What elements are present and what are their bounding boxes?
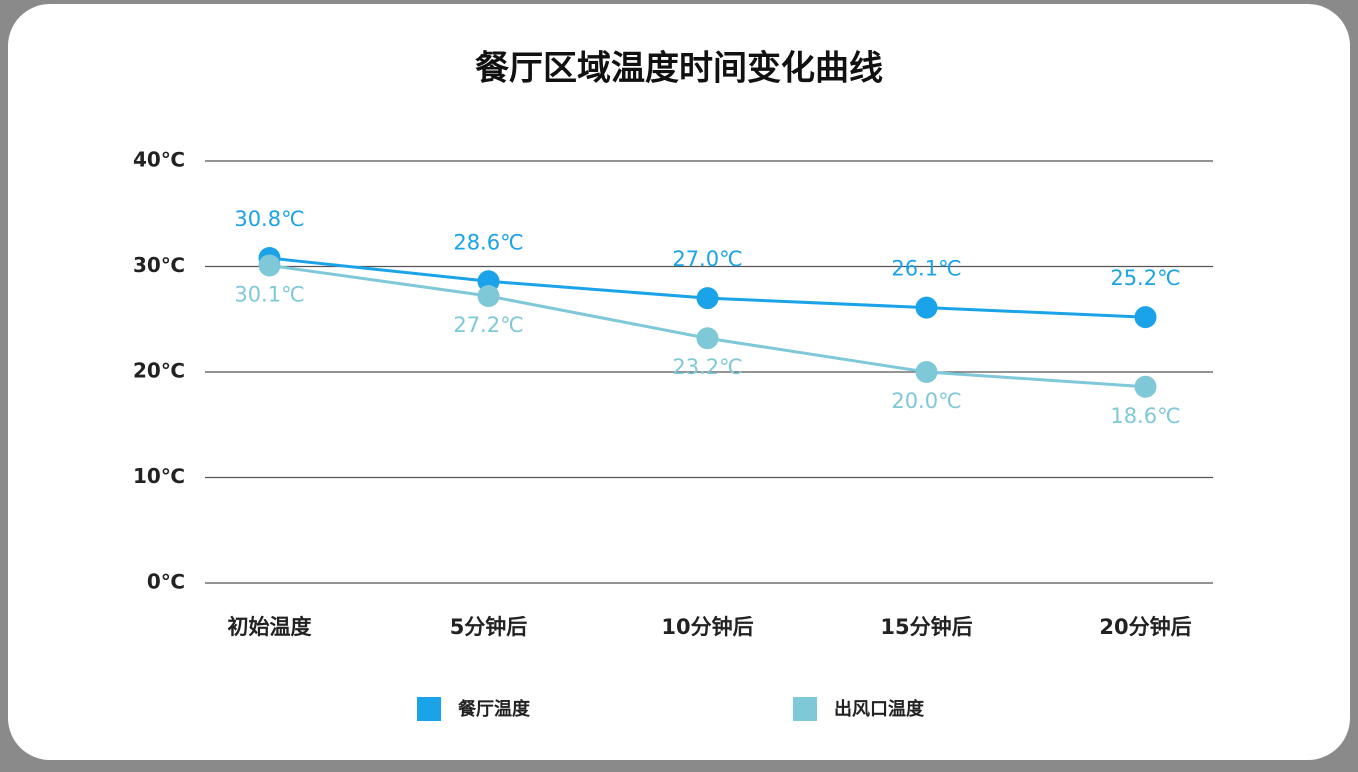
data-label: 23.2℃ <box>672 355 742 379</box>
data-point <box>696 287 719 310</box>
data-point <box>915 296 938 319</box>
data-point <box>1134 375 1157 398</box>
y-tick-label: 40℃ <box>133 148 185 172</box>
data-point <box>915 361 938 383</box>
data-point <box>1134 306 1157 329</box>
legend-swatch <box>417 697 441 721</box>
legend-label: 出风口温度 <box>834 698 925 720</box>
chart-title: 餐厅区域温度时间变化曲线 <box>475 49 883 89</box>
data-label: 18.6℃ <box>1110 404 1180 428</box>
data-point <box>258 254 281 277</box>
data-label: 28.6℃ <box>453 230 523 254</box>
legend-swatch <box>793 697 817 721</box>
data-point <box>477 285 500 308</box>
y-tick-label: 10℃ <box>133 464 185 488</box>
legend-label: 餐厅温度 <box>457 698 531 720</box>
x-tick-label: 20分钟后 <box>1099 615 1191 639</box>
data-label: 20.0℃ <box>891 389 961 413</box>
x-tick-label: 5分钟后 <box>450 615 528 639</box>
data-label: 30.8℃ <box>234 207 304 231</box>
card <box>8 4 1350 760</box>
y-tick-label: 20℃ <box>133 359 185 383</box>
y-tick-label: 0℃ <box>147 570 185 594</box>
x-tick-label: 初始温度 <box>228 615 312 639</box>
data-label: 30.1℃ <box>234 282 304 306</box>
data-label: 26.1℃ <box>891 257 961 281</box>
x-tick-label: 15分钟后 <box>880 615 972 639</box>
data-point <box>696 327 719 350</box>
data-label: 25.2℃ <box>1110 266 1180 290</box>
data-label: 27.0℃ <box>672 247 742 271</box>
data-label: 27.2℃ <box>453 313 523 337</box>
x-tick-label: 10分钟后 <box>661 615 753 639</box>
y-tick-label: 30℃ <box>133 253 185 277</box>
